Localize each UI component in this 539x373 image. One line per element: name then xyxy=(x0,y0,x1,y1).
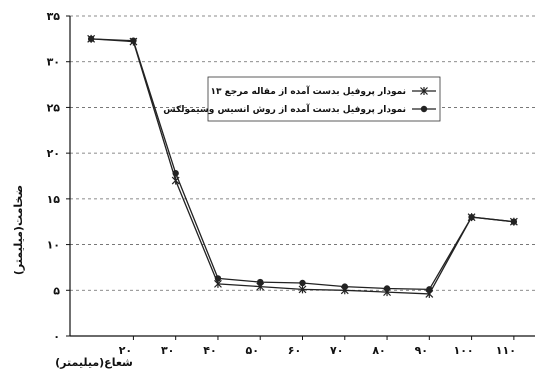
y-tick-labels: ۰ ۵ ۱۰ ۱۵ ۲۰ ۲۵ ۳۰ ۳۵ xyxy=(47,10,70,343)
data-point-circle xyxy=(87,35,95,43)
y-axis-title: ضخامت(میلیمتر) xyxy=(12,185,25,275)
data-point-circle xyxy=(468,213,475,221)
x-tick-labels: ۲۰ ۳۰ ۴۰ ۵۰ ۶۰ ۷۰ ۸۰ ۹۰ ۱۰۰ ۱۱۰ xyxy=(119,336,516,357)
data-point-star xyxy=(420,87,428,95)
y-tick-label: ۳۰ xyxy=(47,56,60,69)
data-point-circle xyxy=(172,170,179,177)
x-tick-label: ۲۰ xyxy=(119,344,132,357)
data-point-circle xyxy=(510,218,518,225)
x-tick-label: ۴۰ xyxy=(203,344,216,357)
y-tick-label: ۰ xyxy=(53,330,60,343)
data-point-circle xyxy=(214,275,222,282)
y-tick-label: ۵ xyxy=(53,284,60,297)
legend-box xyxy=(207,76,441,122)
series-layer xyxy=(87,34,518,298)
x-tick-label: ۱۰۰ xyxy=(454,344,474,357)
y-tick-label: ۲۵ xyxy=(47,101,61,114)
legend-marker-series-2 xyxy=(420,105,428,113)
data-point-circle xyxy=(257,278,264,286)
data-point-circle xyxy=(383,285,391,292)
y-tick-label: ۲۰ xyxy=(47,147,60,160)
legend-label-series-1: نمودار پروفیل بدست آمده از مقاله مرجع ۱۳ xyxy=(210,85,406,97)
y-tick-label: ۳۵ xyxy=(47,10,61,23)
legend-item-series-1: نمودار پروفیل بدست آمده از مقاله مرجع ۱۳ xyxy=(210,85,436,97)
x-tick-label: ۷۰ xyxy=(330,344,343,357)
x-tick-label: ۹۰ xyxy=(415,344,428,357)
data-point-circle xyxy=(420,105,428,113)
data-point-circle xyxy=(130,37,137,44)
series-2 xyxy=(87,35,518,293)
x-tick-label: ۱۱۰ xyxy=(496,344,516,357)
y-tick-label: ۱۰ xyxy=(47,239,60,252)
gridlines xyxy=(70,15,535,291)
data-point-circle xyxy=(299,279,306,287)
legend-marker-series-1 xyxy=(420,87,428,95)
x-tick-label: ۳۰ xyxy=(161,344,174,357)
legend-item-series-2: نمودار پروفیل بدست آمده از روش انسیس وسی… xyxy=(163,103,436,115)
legend: نمودار پروفیل بدست آمده از مقاله مرجع ۱۳… xyxy=(163,76,441,122)
data-point-circle xyxy=(341,283,348,290)
data-point-star xyxy=(298,285,307,294)
x-tick-label: ۶۰ xyxy=(288,344,301,357)
x-axis-title: شعاع(میلیمتر) xyxy=(55,356,133,369)
x-tick-label: ۸۰ xyxy=(372,344,385,357)
series-line xyxy=(91,38,514,291)
legend-label-series-2: نمودار پروفیل بدست آمده از روش انسیس وسی… xyxy=(163,103,406,115)
y-tick-label: ۱۵ xyxy=(47,193,61,206)
data-point-circle xyxy=(426,286,433,293)
series-1 xyxy=(87,34,518,298)
x-tick-label: ۵۰ xyxy=(246,344,259,357)
